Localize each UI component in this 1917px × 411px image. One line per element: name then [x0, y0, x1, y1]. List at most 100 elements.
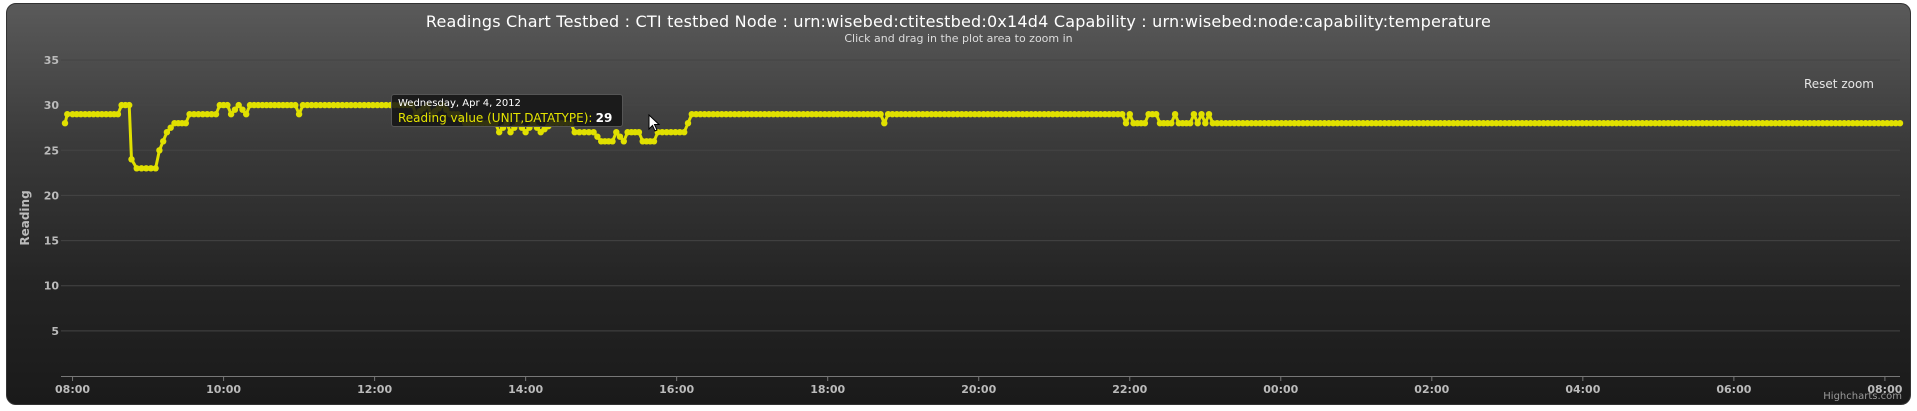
series-point [317, 101, 324, 109]
tooltip-series-label: Reading value (UNIT,DATATYPE): [398, 111, 593, 125]
x-tick-label: 22:00 [1112, 383, 1147, 396]
series-point [676, 129, 683, 136]
series-point [1010, 111, 1017, 118]
series-markers [61, 101, 1904, 172]
series-point [1062, 111, 1070, 118]
y-tick-label: 30 [44, 99, 60, 112]
series-point [126, 101, 133, 109]
series-point [881, 120, 888, 127]
series-point [235, 101, 242, 109]
series-point [1084, 111, 1091, 118]
series-point [190, 111, 198, 118]
mouse-pointer-icon [648, 114, 661, 132]
series-point [1153, 111, 1160, 118]
series-point [962, 111, 970, 118]
series-point [975, 111, 983, 118]
series-point [1194, 120, 1201, 127]
series-point [1110, 111, 1117, 118]
series-point [128, 156, 135, 163]
series-point [143, 165, 150, 172]
series-point [352, 101, 359, 109]
series-point [1119, 111, 1126, 118]
highcharts-credits-link[interactable]: Highcharts.com [1823, 391, 1902, 402]
plot-area[interactable]: 5 10 15 20 25 30 35 08:00 10:00 12:00 14:00 16:00 18… [7, 4, 1911, 405]
series-point [594, 133, 601, 140]
series-point [1198, 111, 1205, 118]
series-point [650, 138, 658, 145]
series-point [659, 129, 666, 136]
series-point [910, 111, 918, 118]
series-point [1071, 111, 1078, 118]
series-point [496, 129, 503, 136]
series-point [581, 129, 588, 136]
series-point [1896, 120, 1904, 127]
series-point [681, 129, 688, 136]
series-point [1023, 111, 1030, 118]
series-point [361, 101, 368, 109]
series-point [1202, 120, 1209, 127]
series-point [571, 129, 578, 136]
series-point [138, 165, 145, 172]
series-point [369, 101, 377, 109]
series-point [195, 111, 202, 118]
x-tick-label: 16:00 [659, 383, 694, 396]
series-point [382, 101, 390, 109]
x-tick-label: 00:00 [1263, 383, 1298, 396]
series-point [585, 129, 593, 136]
series-point [292, 101, 299, 109]
series-point [522, 129, 529, 136]
x-tick-label: 10:00 [206, 383, 241, 396]
series-point [182, 120, 189, 127]
series-point [616, 133, 624, 140]
series-point [378, 101, 385, 109]
series-point [877, 111, 884, 118]
tooltip-row: Reading value (UNIT,DATATYPE): 29 [398, 111, 616, 127]
series-point [212, 111, 220, 118]
x-tick-label: 02:00 [1414, 383, 1449, 396]
series-point [330, 101, 337, 109]
series-point [231, 106, 239, 113]
series-point [613, 129, 620, 136]
series-point [1036, 111, 1044, 118]
series-point [902, 111, 909, 118]
series-point [339, 101, 346, 109]
series-point [312, 101, 320, 109]
series-point [160, 138, 167, 145]
series-point [1141, 120, 1149, 127]
chart-title: Readings Chart Testbed : CTI testbed Nod… [425, 12, 1492, 31]
y-tick-label: 20 [44, 189, 60, 202]
series-point [347, 101, 355, 109]
series-point [204, 111, 211, 118]
series-point [1168, 120, 1175, 127]
series-point [672, 129, 679, 136]
y-tick-label: 35 [44, 54, 59, 67]
series-point [1126, 111, 1134, 118]
series-point [133, 165, 140, 172]
series-point [334, 101, 342, 109]
x-tick-label: 20:00 [961, 383, 996, 396]
series-point [61, 120, 69, 127]
series-point [243, 111, 250, 118]
series-point [1097, 111, 1104, 118]
x-tick-label: 06:00 [1716, 383, 1751, 396]
x-tick-label: 04:00 [1565, 383, 1600, 396]
series-point [356, 101, 363, 109]
series-point [374, 101, 381, 109]
reset-zoom-button[interactable]: Reset zoom [1803, 77, 1874, 91]
series-point [147, 165, 155, 172]
series-point [199, 111, 206, 118]
tooltip-value: 29 [595, 111, 613, 125]
series-point [1187, 120, 1194, 127]
y-axis-title: Reading [18, 190, 32, 245]
x-tick-label: 08:00 [1867, 383, 1902, 396]
tooltip-date: Wednesday, Apr 4, 2012 [398, 98, 521, 109]
series-point [163, 129, 171, 136]
series-point [167, 124, 174, 131]
series-point [325, 101, 333, 109]
x-tick-label: 14:00 [508, 383, 543, 396]
series-point [576, 129, 583, 136]
series-point [152, 165, 159, 172]
series-point [1205, 111, 1213, 118]
y-tick-label: 5 [51, 325, 59, 338]
data-tooltip: Wednesday, Apr 4, 2012 Reading value (UN… [391, 94, 623, 127]
